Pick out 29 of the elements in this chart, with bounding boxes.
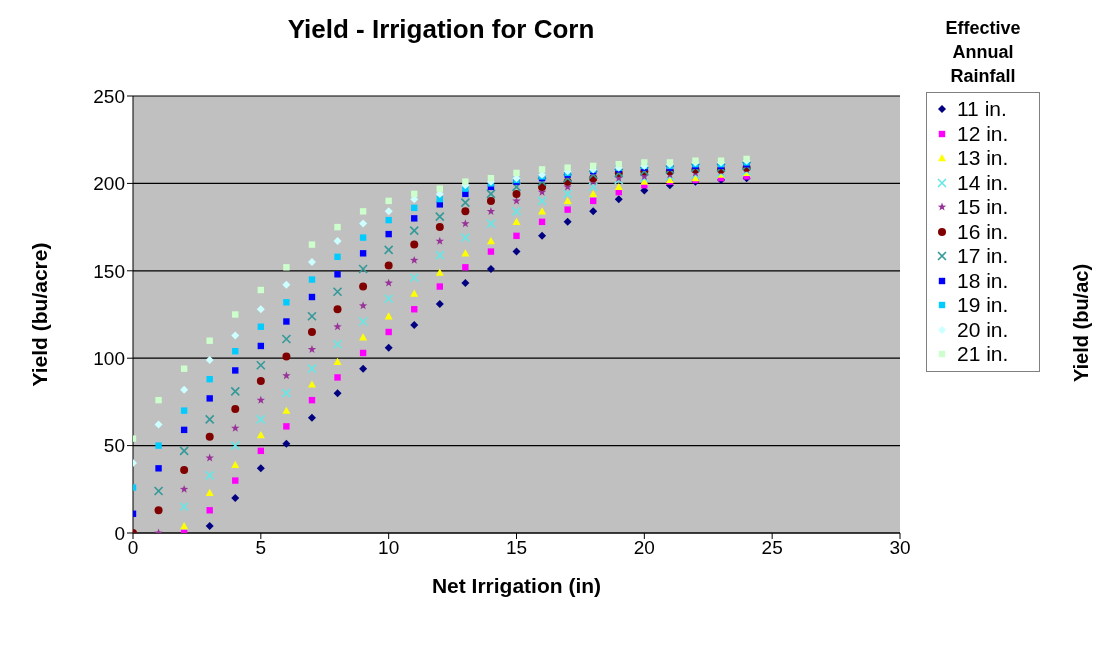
legend-label: 11 in. xyxy=(957,97,1007,122)
legend-label: 14 in. xyxy=(957,170,1009,195)
legend-label: 21 in. xyxy=(957,342,1009,367)
x-tick-label: 20 xyxy=(633,537,655,559)
legend-label: 13 in. xyxy=(957,146,1009,171)
x-tick-label: 30 xyxy=(889,537,911,559)
x-tick-label: 5 xyxy=(255,537,267,559)
legend-label: 17 in. xyxy=(957,244,1009,269)
y-tick-label: 50 xyxy=(103,435,125,457)
y-tick-label: 0 xyxy=(114,522,125,544)
y-axis-title: Yield (bu/acre) xyxy=(28,242,52,387)
legend-label: 18 in. xyxy=(957,268,1009,293)
y-tick-label: 100 xyxy=(93,347,125,369)
legend-label: 15 in. xyxy=(957,195,1009,220)
legend-label: 20 in. xyxy=(957,317,1009,342)
x-tick-label: 0 xyxy=(127,537,139,559)
x-tick-label: 25 xyxy=(761,537,783,559)
x-tick-label: 10 xyxy=(378,537,400,559)
legend-label: 16 in. xyxy=(957,219,1009,244)
y-tick-label: 200 xyxy=(93,173,125,195)
legend-label: 19 in. xyxy=(957,293,1009,318)
legend-label: 12 in. xyxy=(957,121,1009,146)
y-tick-label: 150 xyxy=(93,260,125,282)
x-tick-label: 15 xyxy=(505,537,528,559)
x-axis-title: Net Irrigation (in) xyxy=(431,574,602,597)
y-tick-label: 250 xyxy=(93,85,125,107)
text: Yield (bu/ac) xyxy=(1070,263,1092,383)
chart-title: Yield - Irrigation for Corn xyxy=(286,14,596,45)
legend-title: Effective Annual Rainfall xyxy=(944,17,1022,88)
